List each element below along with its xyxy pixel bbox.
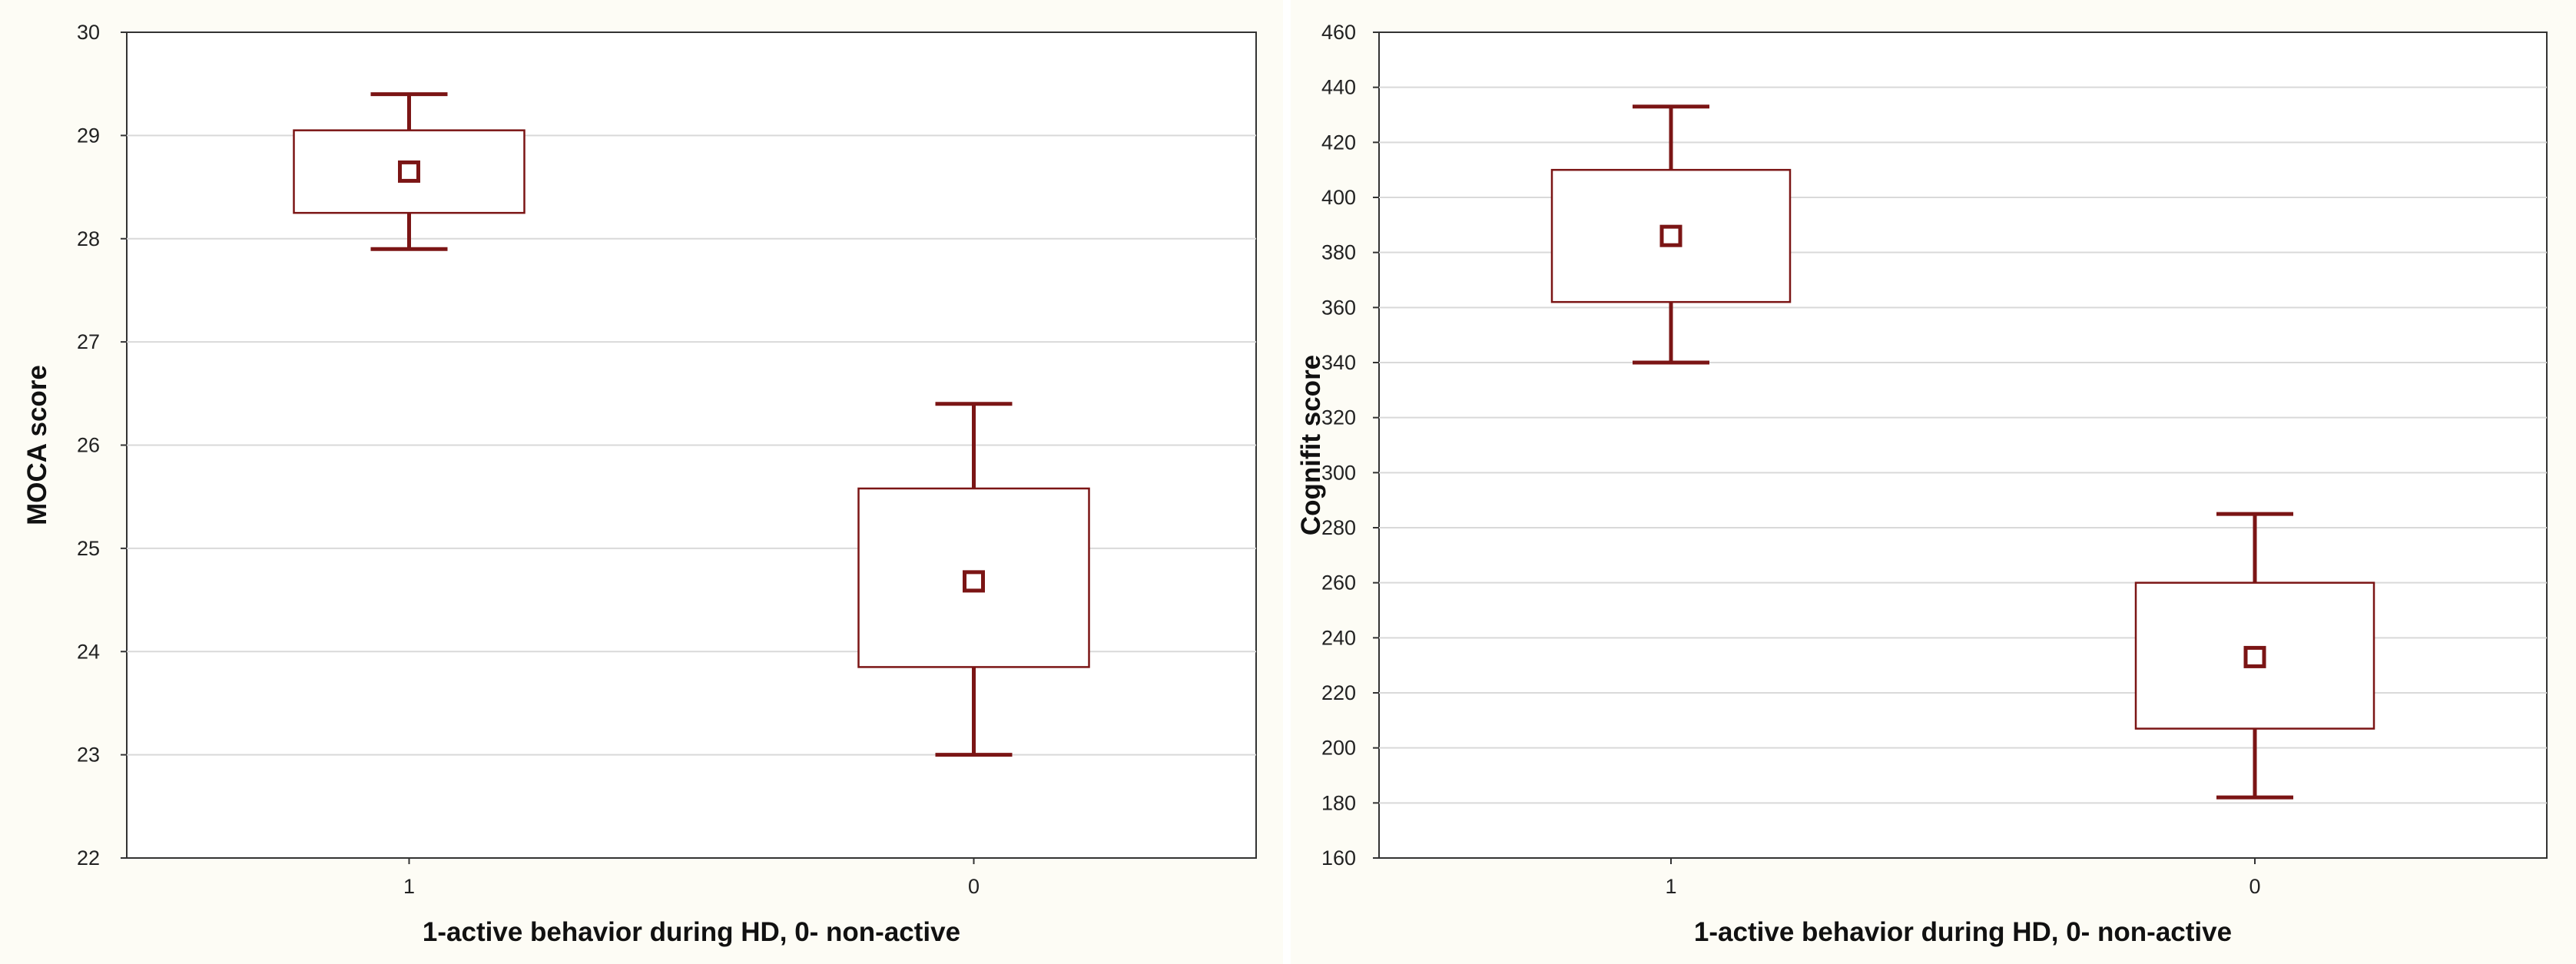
y-tick-label: 200 (1321, 737, 1356, 760)
y-tick-label: 220 (1321, 681, 1356, 704)
y-tick-label: 27 (77, 330, 100, 353)
mean-marker-0 (2243, 645, 2266, 668)
x-tick-label: 1 (403, 875, 415, 898)
y-tick-label: 440 (1321, 76, 1356, 99)
mean-marker-1 (398, 160, 420, 183)
x-tick-label: 0 (968, 875, 980, 898)
y-tick-label: 30 (77, 21, 100, 44)
y-tick-label: 400 (1321, 186, 1356, 209)
plot-area (1378, 31, 2548, 859)
y-tick-label: 360 (1321, 296, 1356, 319)
y-tick-label: 28 (77, 227, 100, 250)
y-tick-label: 460 (1321, 21, 1356, 44)
y-tick-label: 340 (1321, 351, 1356, 374)
chart-panel-moca: 22 23 24 25 26 27 28 29 30 1 0 1-active behavior du… (0, 0, 1283, 964)
y-tick-label: 23 (77, 744, 100, 767)
chart-panel-cognifit: 160 180 200 220 240 260 280 300 320 340 360 380 400 4… (1291, 0, 2576, 964)
x-axis-title: 1-active behavior during HD, 0- non-acti… (423, 917, 960, 947)
y-tick-label: 420 (1321, 131, 1356, 154)
y-tick-label: 29 (77, 124, 100, 147)
y-tick-label: 280 (1321, 516, 1356, 539)
y-tick-label: 300 (1321, 461, 1356, 484)
x-axis-title: 1-active behavior during HD, 0- non-acti… (1694, 917, 2232, 947)
y-tick-label: 24 (77, 640, 100, 663)
x-tick-label: 0 (2249, 875, 2260, 898)
y-tick-label: 380 (1321, 241, 1356, 264)
y-tick-label: 160 (1321, 846, 1356, 870)
y-tick-label: 260 (1321, 571, 1356, 595)
y-tick-label: 25 (77, 537, 100, 560)
x-tick-label: 1 (1665, 875, 1676, 898)
y-tick-label: 26 (77, 434, 100, 457)
mean-marker-1 (1659, 224, 1683, 247)
y-tick-label: 240 (1321, 626, 1356, 649)
mean-marker-0 (963, 570, 985, 593)
y-tick-label: 320 (1321, 406, 1356, 429)
y-tick-label: 180 (1321, 791, 1356, 814)
y-axis-title: Cognifit score (1296, 355, 1326, 535)
y-axis-title: MOCA score (22, 365, 52, 525)
y-tick-label: 22 (77, 846, 100, 870)
